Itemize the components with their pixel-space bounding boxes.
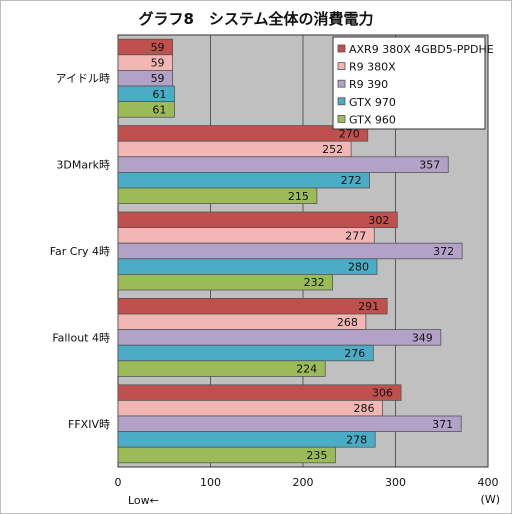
bar bbox=[117, 329, 442, 346]
bar bbox=[117, 446, 336, 464]
value-label: 252 bbox=[322, 143, 343, 156]
value-label: 59 bbox=[151, 72, 165, 85]
bar bbox=[117, 125, 369, 142]
legend-label: GTX 970 bbox=[349, 96, 396, 109]
bar bbox=[117, 227, 375, 244]
value-label: 357 bbox=[419, 159, 440, 172]
bar bbox=[117, 273, 334, 291]
x-tick-label: 0 bbox=[115, 476, 122, 489]
value-label: 215 bbox=[288, 190, 309, 203]
x-tick-labels: 0 100 200 300 400 bbox=[115, 476, 499, 489]
legend: AXR9 380X 4GBD5-PPDHE R9 380X R9 390 GTX 97… bbox=[332, 36, 494, 130]
category-label: FFXIV時 bbox=[68, 418, 110, 431]
value-label: 61 bbox=[152, 88, 166, 101]
value-label: 232 bbox=[304, 276, 325, 289]
value-label: 276 bbox=[344, 347, 365, 360]
value-label: 349 bbox=[412, 331, 433, 344]
legend-swatch bbox=[337, 115, 346, 123]
value-label: 306 bbox=[372, 387, 393, 400]
x-tick-label: 100 bbox=[200, 476, 221, 489]
category-labels: アイドル時 3DMark時 Far Cry 4時 Fallout 4時 FFXIV時 bbox=[50, 72, 110, 431]
bar bbox=[117, 297, 388, 315]
value-label: 280 bbox=[348, 261, 369, 274]
value-label: 371 bbox=[432, 418, 453, 431]
legend-label: R9 390 bbox=[349, 78, 388, 91]
value-label: 224 bbox=[296, 363, 317, 376]
x-tick-label: 300 bbox=[385, 476, 406, 489]
bar bbox=[117, 171, 371, 189]
legend-label: AXR9 380X 4GBD5-PPDHE bbox=[349, 43, 494, 56]
bar bbox=[117, 211, 398, 229]
value-label: 302 bbox=[368, 214, 389, 227]
legend-swatch bbox=[337, 79, 346, 88]
category-label: アイドル時 bbox=[56, 72, 110, 85]
bar bbox=[117, 415, 462, 433]
category-label: 3DMark時 bbox=[56, 159, 110, 172]
legend-label: R9 380X bbox=[349, 61, 396, 74]
bar bbox=[117, 431, 376, 448]
x-tick-label: 400 bbox=[478, 476, 499, 489]
category-label: Fallout 4時 bbox=[52, 331, 110, 344]
value-label: 270 bbox=[339, 127, 360, 140]
legend-swatch bbox=[337, 62, 346, 70]
chart-title: グラフ8 システム全体の消費電力 bbox=[138, 10, 374, 28]
bar bbox=[117, 344, 374, 362]
category-label: Far Cry 4時 bbox=[50, 245, 110, 258]
value-label: 235 bbox=[306, 449, 327, 462]
x-tick-label: 200 bbox=[293, 476, 314, 489]
bar bbox=[117, 313, 367, 331]
value-label: 372 bbox=[433, 245, 454, 258]
value-label: 278 bbox=[346, 433, 367, 446]
value-label: 277 bbox=[345, 229, 366, 242]
value-label: 59 bbox=[151, 41, 165, 54]
value-label: 291 bbox=[358, 300, 379, 313]
bar bbox=[117, 101, 175, 118]
bar bbox=[117, 360, 326, 377]
legend-swatch bbox=[337, 97, 346, 106]
bar bbox=[117, 156, 449, 173]
bar bbox=[117, 384, 402, 401]
value-label: 61 bbox=[152, 103, 166, 116]
legend-label: GTX 960 bbox=[349, 113, 396, 126]
legend-box bbox=[332, 36, 486, 130]
value-label: 59 bbox=[151, 57, 165, 70]
bar bbox=[117, 140, 352, 158]
bar bbox=[117, 258, 378, 275]
value-label: 286 bbox=[354, 402, 375, 415]
legend-swatch bbox=[337, 44, 346, 53]
bar bbox=[117, 187, 318, 205]
bar bbox=[117, 242, 463, 260]
value-label: 268 bbox=[337, 316, 358, 329]
low-note: Low← bbox=[128, 494, 159, 507]
x-unit-label: (W) bbox=[481, 493, 500, 506]
bar bbox=[117, 399, 383, 417]
value-label: 272 bbox=[341, 174, 362, 187]
